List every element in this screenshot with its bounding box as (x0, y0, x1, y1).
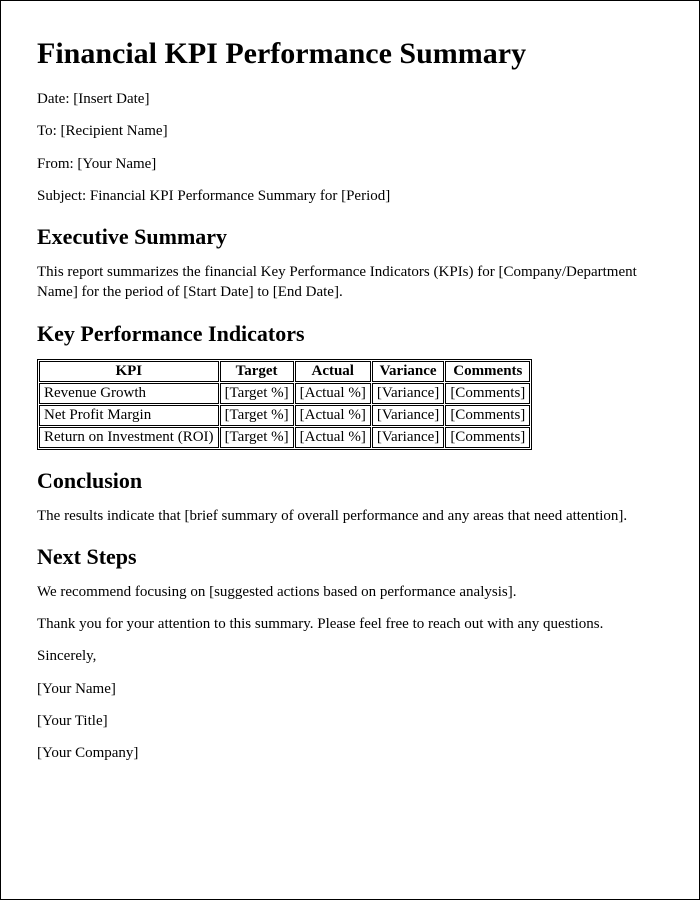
meta-to: To: [Recipient Name] (37, 121, 663, 141)
cell-actual: [Actual %] (295, 383, 371, 404)
closing-name: [Your Name] (37, 679, 663, 699)
table-header-row: KPI Target Actual Variance Comments (39, 361, 530, 382)
exec-summary-body: This report summarizes the financial Key… (37, 262, 663, 303)
cell-actual: [Actual %] (295, 405, 371, 426)
cell-actual: [Actual %] (295, 427, 371, 448)
closing-title: [Your Title] (37, 711, 663, 731)
cell-variance: [Variance] (372, 405, 444, 426)
page-title: Financial KPI Performance Summary (37, 37, 663, 71)
cell-variance: [Variance] (372, 383, 444, 404)
meta-from: From: [Your Name] (37, 154, 663, 174)
cell-kpi: Revenue Growth (39, 383, 219, 404)
cell-comments: [Comments] (445, 427, 530, 448)
next-steps-body: We recommend focusing on [suggested acti… (37, 582, 663, 602)
col-target: Target (220, 361, 294, 382)
cell-comments: [Comments] (445, 383, 530, 404)
table-row: Revenue Growth [Target %] [Actual %] [Va… (39, 383, 530, 404)
meta-subject: Subject: Financial KPI Performance Summa… (37, 186, 663, 206)
closing-sincerely: Sincerely, (37, 646, 663, 666)
col-variance: Variance (372, 361, 444, 382)
cell-kpi: Return on Investment (ROI) (39, 427, 219, 448)
cell-target: [Target %] (220, 383, 294, 404)
cell-kpi: Net Profit Margin (39, 405, 219, 426)
document-page: Financial KPI Performance Summary Date: … (0, 0, 700, 900)
closing-company: [Your Company] (37, 743, 663, 763)
cell-variance: [Variance] (372, 427, 444, 448)
meta-date: Date: [Insert Date] (37, 89, 663, 109)
exec-summary-heading: Executive Summary (37, 224, 663, 250)
col-kpi: KPI (39, 361, 219, 382)
closing-thank-you: Thank you for your attention to this sum… (37, 614, 663, 634)
col-actual: Actual (295, 361, 371, 382)
table-row: Net Profit Margin [Target %] [Actual %] … (39, 405, 530, 426)
kpi-heading: Key Performance Indicators (37, 321, 663, 347)
cell-comments: [Comments] (445, 405, 530, 426)
conclusion-heading: Conclusion (37, 468, 663, 494)
cell-target: [Target %] (220, 405, 294, 426)
col-comments: Comments (445, 361, 530, 382)
kpi-table: KPI Target Actual Variance Comments Reve… (37, 359, 532, 450)
table-row: Return on Investment (ROI) [Target %] [A… (39, 427, 530, 448)
next-steps-heading: Next Steps (37, 544, 663, 570)
conclusion-body: The results indicate that [brief summary… (37, 506, 663, 526)
cell-target: [Target %] (220, 427, 294, 448)
